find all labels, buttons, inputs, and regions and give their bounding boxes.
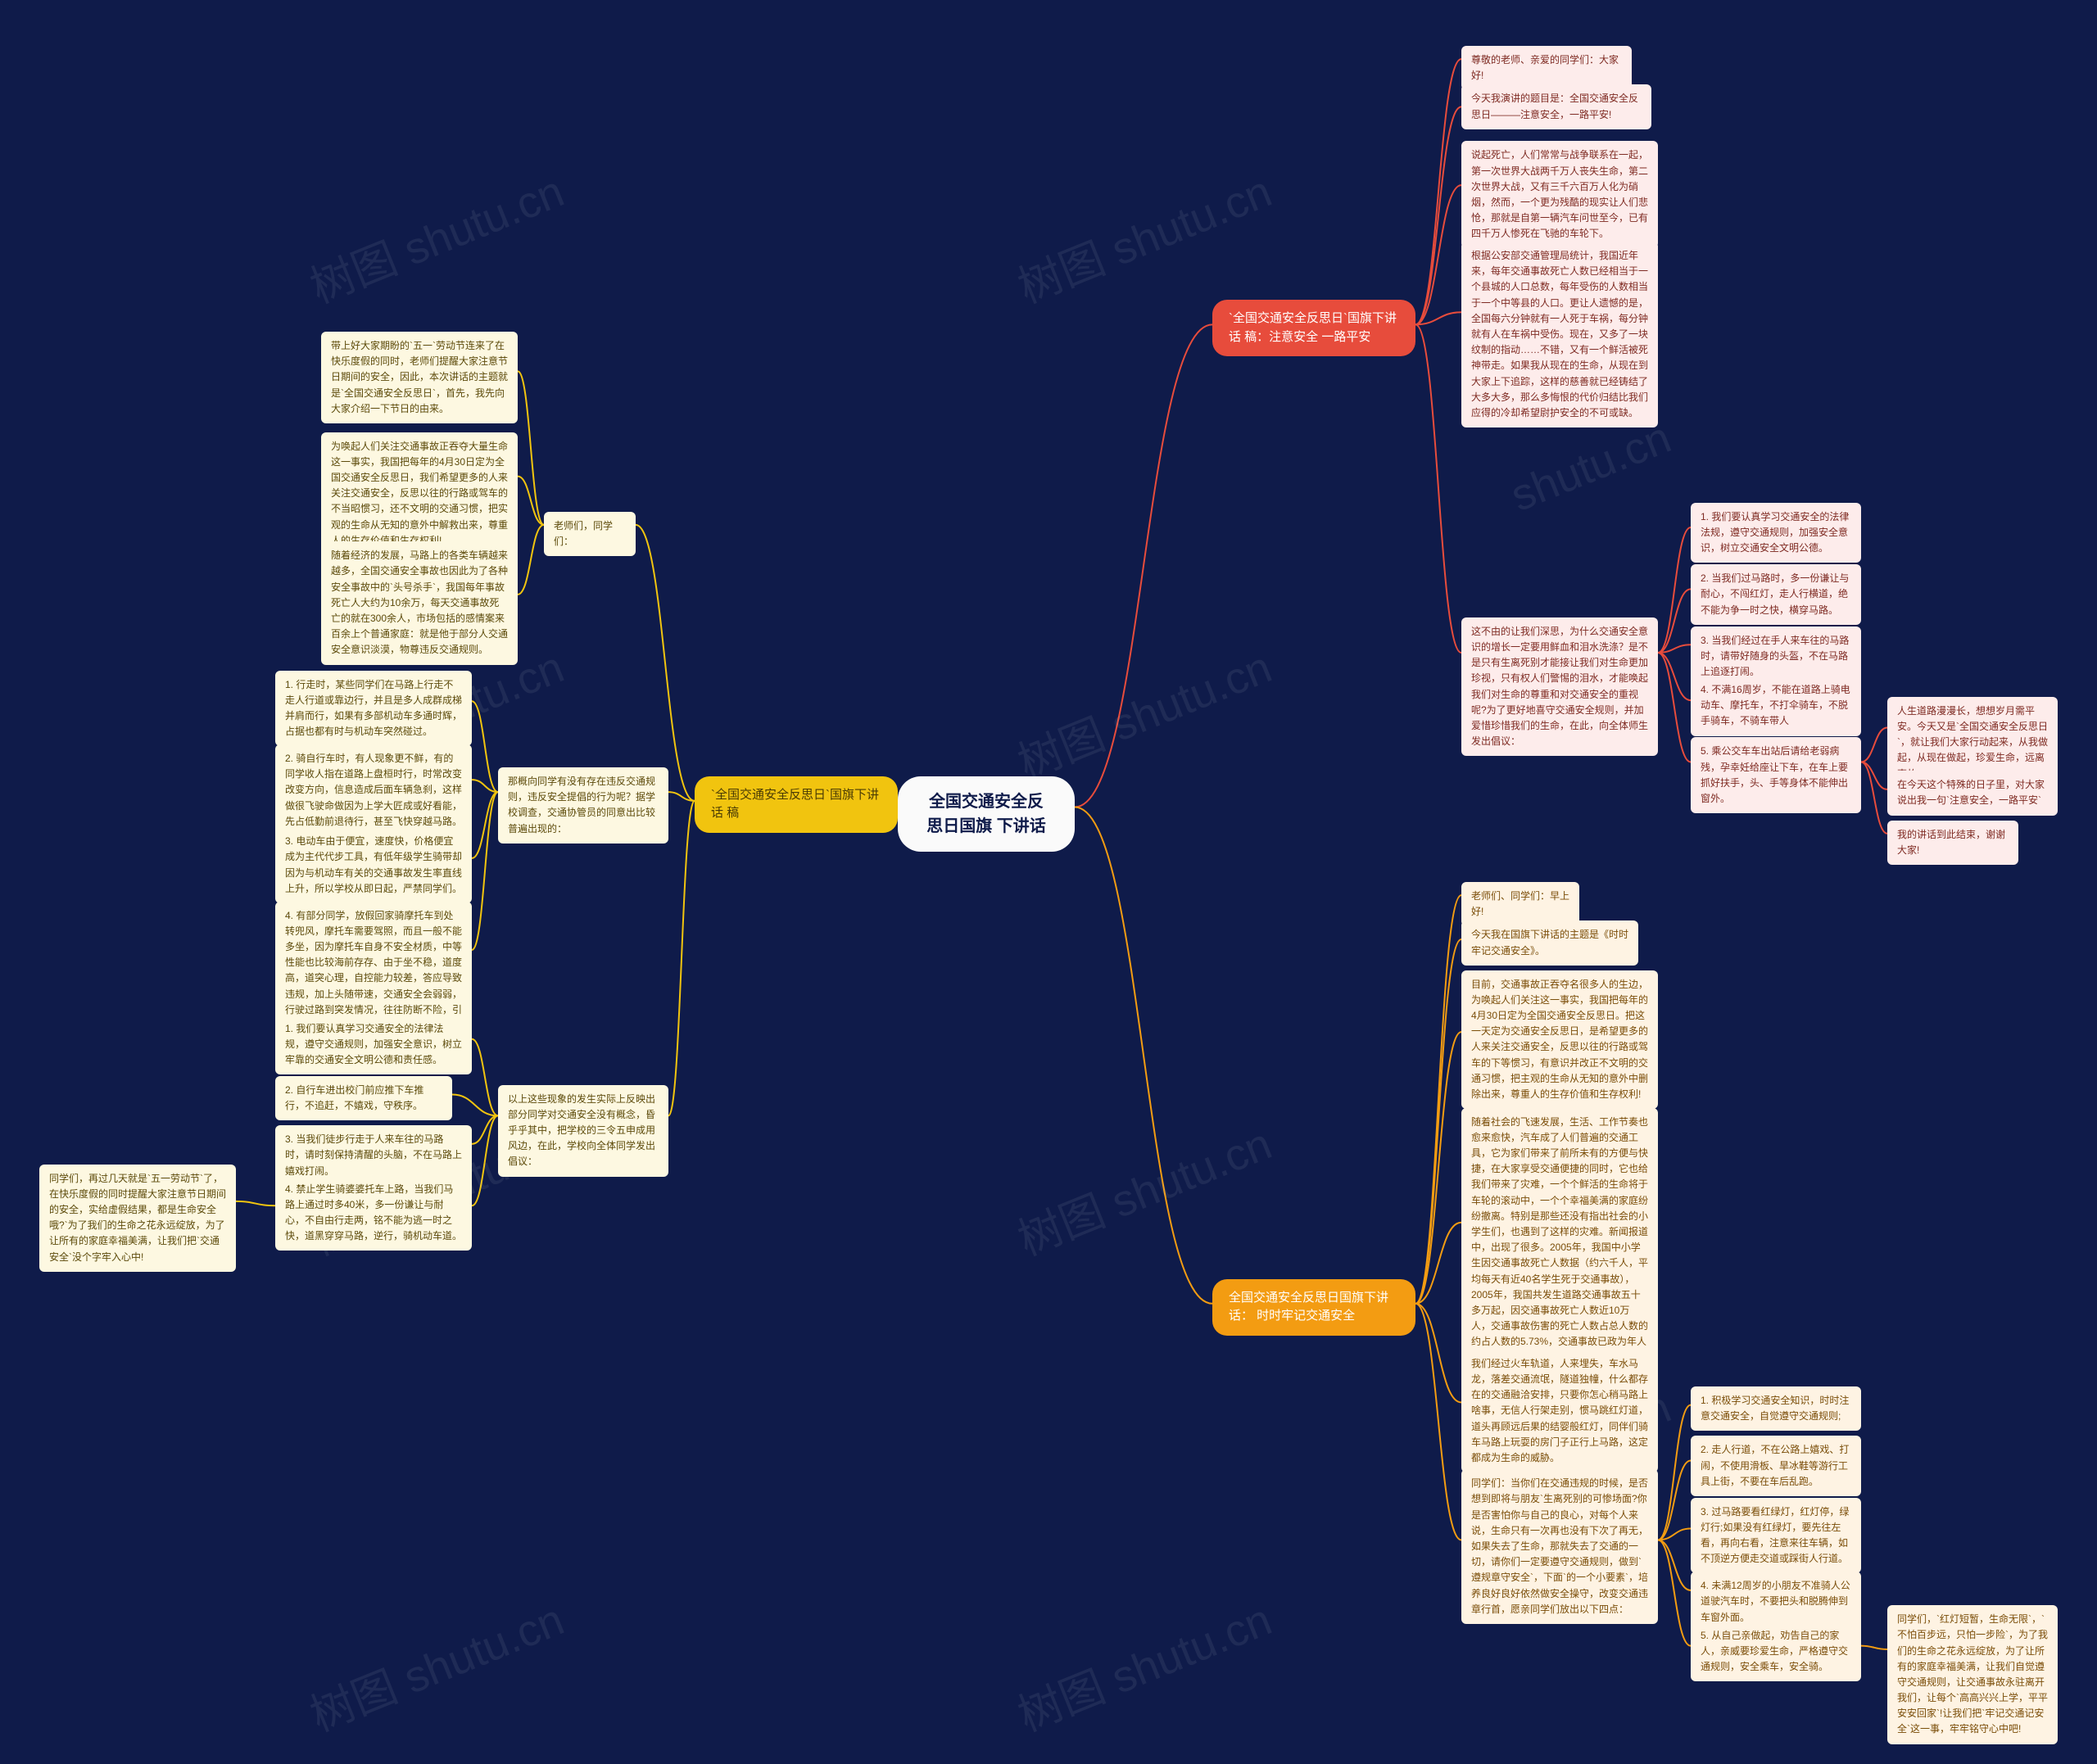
br_yellow-leaf-2-0: 同学们，再过几天就是`五一劳动节`了，在快乐度假的同时提醒大家注意节日期间的安全… (39, 1165, 236, 1272)
br_yellow-leaf-1-1: 2. 自行车进出校门前应推下车推行，不追赶，不嬉戏，守秩序。 (275, 1076, 452, 1120)
br_red-leaf-1-3: 4. 不满16周岁，不能在道路上骑电动车、摩托车，不打伞骑车，不脱手骑车，不骑车… (1691, 676, 1861, 736)
br_orange-leaf-2-0: 同学们，`红灯短暂，生命无限`，`不怕百步远，只怕一步险`，为了我们的生命之花永… (1887, 1605, 2058, 1744)
br_yellow-leaf-1-2: 3. 电动车由于便宜，速度快，价格便宜成为主代代步工具，有低年级学生骑带却因为与… (275, 827, 472, 903)
br_red: `全国交通安全反思日`国旗下讲话 稿：注意安全 一路平安 (1212, 300, 1415, 356)
br_yellow-leaf-0-1: 那概向同学有没有存在违反交通规则，违反安全提倡的行为呢？据学校调查，交通协管员的… (498, 767, 668, 844)
watermark: shutu.cn (1504, 412, 1678, 522)
br_yellow-leaf-1-2: 随着经济的发展，马路上的各类车辆越来越多，全国交通安全事故也因此为了各种安全事故… (321, 541, 518, 664)
watermark: 树图 shutu.cn (1007, 155, 1279, 315)
br_red-leaf-0-4: 这不由的让我们深思，为什么交通安全意识的增长一定要用鲜血和泪水洗涤？是不是只有生… (1461, 617, 1658, 757)
watermark: 树图 shutu.cn (1007, 1584, 1279, 1744)
br_red-leaf-0-2: 说起死亡，人们常常与战争联系在一起，第一次世界大战两千万人丧失生命，第二次世界大… (1461, 141, 1658, 248)
br_red-leaf-0-3: 根据公安部交通管理局统计，我国近年来，每年交通事故死亡人数已经相当于一个县城的人… (1461, 242, 1658, 427)
watermark: 树图 shutu.cn (1007, 631, 1279, 792)
br_red-leaf-2-2: 我的讲话到此结束，谢谢大家! (1887, 821, 2018, 865)
br_orange: 全国交通安全反思日国旗下讲话： 时时牢记交通安全 (1212, 1279, 1415, 1336)
br_yellow-leaf-1-1: 2. 骑自行车时，有人现象更不鲜，有的同学收人指在道路上盘桓时行，时常改变改变方… (275, 744, 472, 836)
br_yellow-leaf-1-0: 带上好大家期盼的`五一`劳动节连来了在快乐度假的同时，老师们提醒大家注意节日期间… (321, 332, 518, 423)
br_orange-leaf-0-4: 我们经过火车轨道，人来埋失，车水马龙，落差交通流氓，隧道独幢，什么都存在的交通融… (1461, 1350, 1658, 1472)
br_red-leaf-1-0: 1. 我们要认真学习交通安全的法律法规，遵守交通规则，加强安全意识，树立交通安全… (1691, 503, 1861, 563)
br_red-leaf-0-1: 今天我演讲的题目是：全国交通安全反思日———注意安全，一路平安! (1461, 84, 1651, 129)
br_orange-leaf-1-4: 5. 从自己亲做起，劝告自己的家人，亲威要珍爱生命，严格遵守交通规则，安全乘车，… (1691, 1622, 1861, 1682)
br_red-leaf-1-1: 2. 当我们过马路时，多一份谦让与耐心，不闯红灯，走人行横道，绝不能为争一时之快… (1691, 564, 1861, 625)
br_yellow: `全国交通安全反思日`国旗下讲话 稿 (695, 776, 898, 833)
br_red-leaf-1-4: 5. 乘公交车车出站后请给老弱病残，孕幸妊给座让下车，在车上要抓好扶手，头、手等… (1691, 737, 1861, 813)
br_yellow-leaf-1-0: 1. 行走时，某些同学们在马路上行走不走人行道或靠边行，并且是多人成群成梯并肩而… (275, 671, 472, 747)
watermark: 树图 shutu.cn (1007, 1107, 1279, 1268)
br_orange-leaf-0-5: 同学们：当你们在交通违规的时候，是否想到即将与朋友`生离死别的可惨场面?你是否害… (1461, 1469, 1658, 1624)
br_orange-leaf-1-2: 3. 过马路要看红绿灯，红灯停，绿灯行;如果没有红绿灯，要先往左看，再向右看，注… (1691, 1498, 1861, 1574)
watermark: 树图 shutu.cn (299, 155, 572, 315)
br_yellow-leaf-1-3: 4. 禁止学生骑婆婆托车上路，当我们马路上通过时多40米，多一份谦让与耐心，不自… (275, 1175, 472, 1251)
br_yellow-leaf-1-0: 1. 我们要认真学习交通安全的法律法规，遵守交通规则，加强安全意识，树立牢靠的交… (275, 1015, 472, 1075)
br_red-leaf-2-1: 在今天这个特殊的日子里，对大家说出我一句`注意安全，一路平安` (1887, 771, 2058, 815)
root-node: 全国交通安全反思日国旗 下讲话 (898, 776, 1075, 852)
br_yellow-leaf-0-0: 老师们，同学们： (544, 512, 636, 556)
br_yellow-leaf-1-1: 为唤起人们关注交通事故正吞夺大量生命这一事实，我国把每年的4月30日定为全国交通… (321, 432, 518, 555)
br_orange-leaf-0-2: 目前，交通事故正吞夺名很多人的生边，为唤起人们关注这一事实，我国把每年的4月30… (1461, 970, 1658, 1110)
br_orange-leaf-1-0: 1. 积极学习交通安全知识，时时注意交通安全，自觉遵守交通规则; (1691, 1386, 1861, 1431)
watermark: 树图 shutu.cn (299, 1584, 572, 1744)
br_orange-leaf-1-1: 2. 走人行道，不在公路上嬉戏、打闹，不使用滑板、旱冰鞋等游行工具上街，不要在车… (1691, 1436, 1861, 1496)
br_red-leaf-0-0: 尊敬的老师、亲爱的同学们：大家好! (1461, 46, 1632, 90)
br_yellow-leaf-0-2: 以上这些现象的发生实际上反映出部分同学对交通安全没有概念，昏乎乎其中，把学校的三… (498, 1085, 668, 1177)
br_orange-leaf-0-0: 老师们、同学们：早上好! (1461, 882, 1579, 926)
br_orange-leaf-0-1: 今天我在国旗下讲话的主题是《时时牢记交通安全》。 (1461, 920, 1638, 965)
